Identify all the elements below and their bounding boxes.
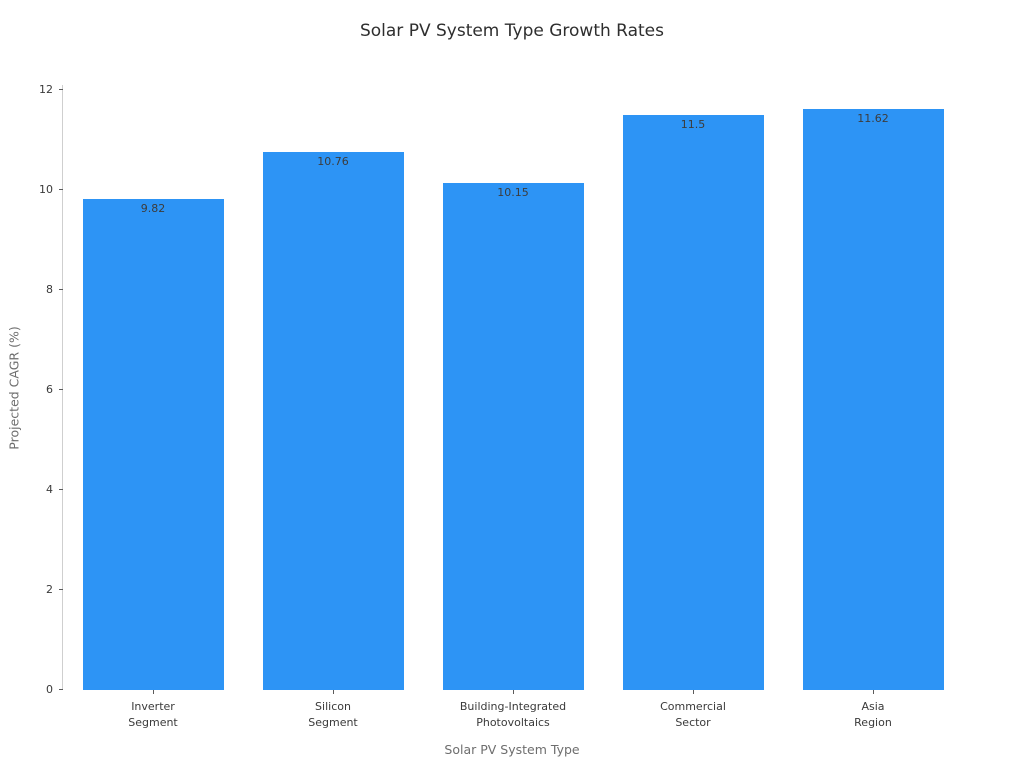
bar-value-label: 10.15 [497,185,529,199]
y-tick-label: 10 [39,183,53,196]
y-tick-mark [59,489,63,490]
y-tick-label: 12 [39,83,53,96]
chart-title: Solar PV System Type Growth Rates [359,21,665,41]
x-tick-label: Asia Region [854,700,892,729]
x-tick-mark [332,690,334,694]
y-tick-label: 8 [46,283,53,296]
y-tick-mark [59,689,63,690]
bar-5: 11.62 [802,109,944,690]
bar-value-label: 11.62 [857,112,889,125]
bar-1: 9.82 [82,199,224,690]
x-tick-label: Silicon Segment [308,700,358,729]
bar-value-label: 9.82 [140,202,166,215]
y-tick-mark [59,589,63,590]
x-tick-label: Commercial Sector [660,700,726,729]
y-tick-label: 2 [46,583,53,596]
x-axis-title: Solar PV System Type [444,742,580,757]
bar-3: 10.15 [442,182,584,690]
plot-area: 0 2 4 6 8 10 12 9.82 Inverter Segment 10.76 Silico… [39,83,963,729]
y-tick-label: 4 [46,483,53,496]
x-tick-label: Inverter Segment [128,700,178,729]
y-tick-label: 6 [46,383,53,396]
x-tick-mark [512,690,514,694]
x-tick-mark [692,690,694,694]
y-tick-mark [59,189,63,190]
y-tick-mark [59,89,63,90]
y-tick-mark [59,289,63,290]
bar-4: 11.5 [622,115,764,690]
y-tick-label: 0 [46,683,53,696]
bar-value-label: 11.5 [680,118,706,131]
x-tick-label: Building-Integrated Photovoltaics [459,700,567,729]
bar-2: 10.76 [262,152,404,690]
y-tick-mark [59,389,63,390]
bar-value-label: 10.76 [317,155,349,168]
x-tick-mark [152,690,154,694]
x-tick-mark [872,690,874,694]
